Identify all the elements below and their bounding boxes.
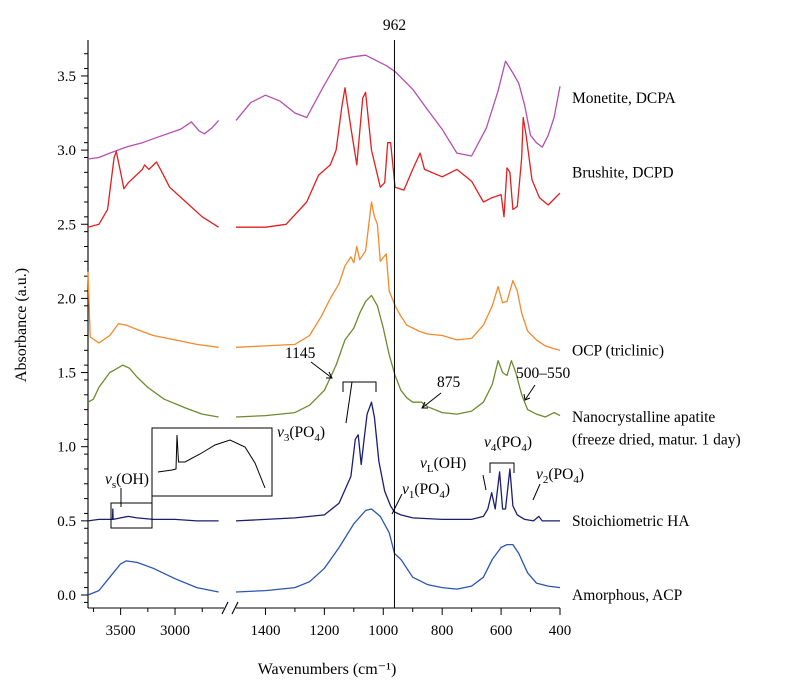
series-line-1-left	[87, 150, 219, 228]
x-tick-label: 1400	[250, 623, 280, 639]
series-line-0-right	[235, 54, 561, 157]
trace-label: Amorphous, ACP	[572, 587, 682, 604]
annotation-875: 875	[437, 374, 461, 391]
inset-source-box	[110, 502, 153, 529]
x-tick-label: 800	[431, 623, 454, 639]
series-line-3-right	[235, 294, 561, 418]
y-tick-label: 0.0	[57, 588, 76, 604]
x-tick-label: 1000	[368, 623, 398, 639]
series-line-3-left	[87, 364, 219, 418]
y-tick-label: 3.5	[57, 69, 76, 85]
arrow-500-550-head	[523, 393, 531, 401]
arrow-875-head	[421, 401, 428, 409]
series-line-2-left	[87, 271, 219, 348]
series-line-4-right	[235, 401, 560, 522]
series-line-0-left	[87, 119, 220, 160]
nu4-bracket	[489, 462, 515, 473]
inset-zoom-box	[151, 427, 273, 497]
annotation-nu3: ν3(PO4)	[277, 424, 325, 444]
trace-label: OCP (triclinic)	[572, 342, 664, 359]
y-tick-label: 2.0	[57, 291, 76, 307]
nu3-leader	[345, 381, 353, 424]
annotation-1145: 1145	[285, 345, 316, 362]
annotation-nus-oh: νs(OH)	[105, 471, 149, 491]
y-axis-title: Absorbance (a.u.)	[13, 268, 30, 382]
annotation-nu2: ν2(PO4)	[536, 466, 584, 486]
axes	[87, 40, 560, 615]
trace-label: Monetite, DCPA	[572, 90, 676, 107]
nu3-bracket	[342, 381, 377, 392]
y-tick-label: 1.5	[57, 366, 76, 382]
axis-break-mark-1	[221, 601, 229, 615]
annotation-nu4: ν4(PO4)	[484, 434, 532, 454]
x-axis-title: Wavenumbers (cm⁻¹)	[258, 661, 397, 678]
annotations: 1145 875 500–550 ν3(PO4) νs(OH) νL(OH) ν…	[105, 345, 584, 529]
x-tick-label: 400	[549, 623, 572, 639]
x-tick-label: 1200	[309, 623, 339, 639]
x-ticks: 3500 3000 1400 1200 1000 800 600 400	[92, 608, 572, 639]
y-tick-label: 1.0	[57, 440, 76, 456]
arrow-1145	[310, 361, 333, 379]
x-tick-label: 3000	[160, 623, 190, 639]
series-line-5-left	[87, 560, 219, 596]
inset-zoom-trace	[157, 434, 266, 489]
trace-label: Brushite, DCPD	[572, 164, 674, 181]
x-tick-label: 600	[490, 623, 513, 639]
y-tick-label: 0.5	[57, 514, 76, 530]
series-line-2-right	[235, 201, 561, 351]
annotation-nuL-oh: νL(OH)	[420, 455, 466, 475]
series-line-1-right	[236, 87, 561, 228]
arrow-500-550	[524, 384, 536, 401]
arrow-1145-head	[326, 371, 333, 379]
series-group	[87, 54, 561, 596]
series-line-4-left	[87, 508, 219, 522]
trace-label: (freeze dried, matur. 1 day)	[572, 431, 741, 448]
axis-break-mark-2	[231, 601, 239, 615]
trace-labels: Monetite, DCPA Brushite, DCPD OCP (triclin…	[572, 90, 741, 604]
trace-label: Nanocrystalline apatite	[572, 409, 715, 426]
nu1-leader	[391, 493, 403, 515]
y-tick-label: 3.0	[57, 143, 76, 159]
series-line-5-right	[235, 508, 561, 593]
reference-line-label: 962	[383, 17, 406, 34]
y-ticks: 0.0 0.5 1.0 1.5 2.0 2.5 3.0 3.5	[57, 53, 88, 604]
annotation-nu1: ν1(PO4)	[402, 481, 450, 501]
nuL-leader	[482, 474, 487, 491]
arrow-875	[421, 392, 442, 409]
annotation-500-550: 500–550	[516, 365, 571, 382]
nu2-leader	[532, 483, 541, 501]
trace-label: Stoichiometric HA	[572, 513, 690, 530]
x-tick-label: 3500	[106, 623, 136, 639]
y-tick-label: 2.5	[57, 217, 76, 233]
